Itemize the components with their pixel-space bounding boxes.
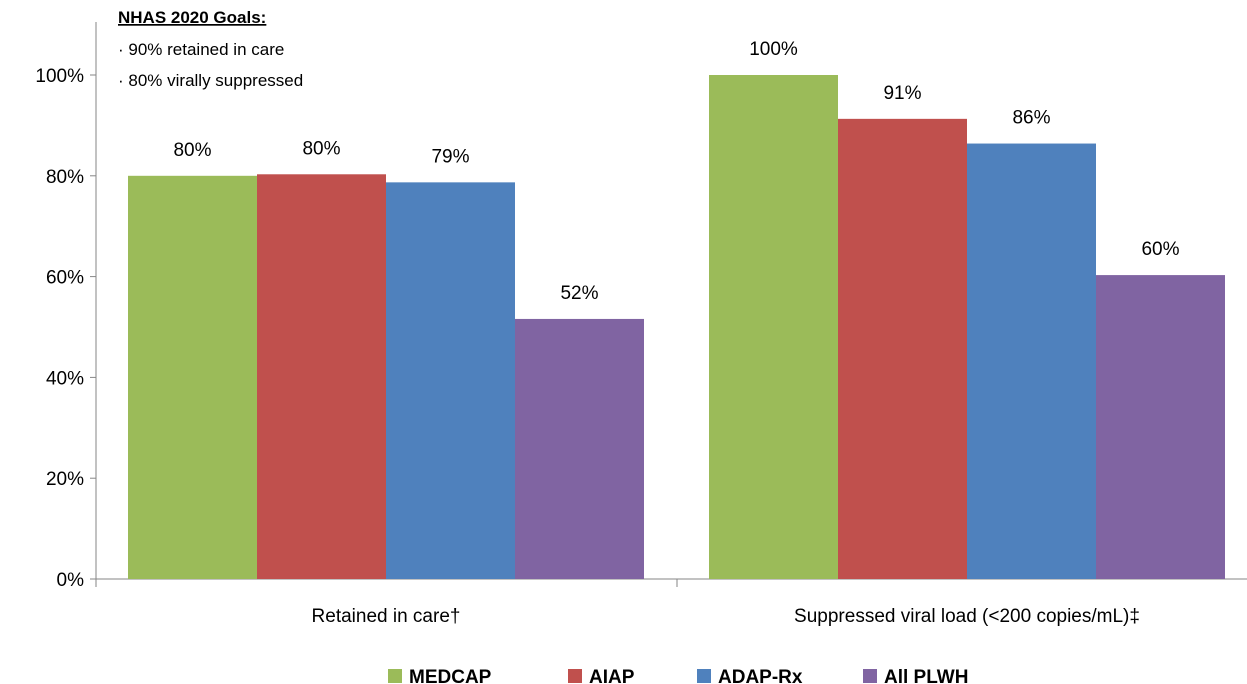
legend-swatch — [863, 669, 877, 683]
data-label: 79% — [431, 146, 469, 167]
x-category-label: Suppressed viral load (<200 copies/mL)‡ — [794, 606, 1140, 627]
legend-swatch — [568, 669, 582, 683]
bar-all-plwh — [515, 318, 644, 579]
data-label: 80% — [302, 138, 340, 159]
y-tick-label: 60% — [46, 268, 84, 289]
y-tick-label: 40% — [46, 368, 84, 389]
data-label: 91% — [883, 83, 921, 104]
legend-label: AIAP — [589, 667, 635, 684]
legend-swatch — [388, 669, 402, 683]
bars — [128, 75, 1225, 580]
data-label: 80% — [173, 140, 211, 161]
data-label: 52% — [560, 283, 598, 304]
bar-all-plwh — [1096, 275, 1225, 579]
data-label: 60% — [1141, 239, 1179, 260]
legend: MEDCAP AIAP ADAP-Rx All PLWH — [388, 667, 968, 684]
y-tick-label: 0% — [57, 570, 85, 591]
legend-label: MEDCAP — [409, 667, 492, 684]
legend-swatch — [697, 669, 711, 683]
bar-adap-rx — [386, 182, 515, 580]
annotation-item: · 90% retained in care — [118, 40, 284, 59]
legend-label: All PLWH — [884, 667, 968, 684]
y-tick-label: 20% — [46, 469, 84, 490]
y-tick-label: 80% — [46, 167, 84, 188]
goals-annotation: NHAS 2020 Goals: · 90% retained in care … — [118, 8, 303, 90]
bar-medcap — [128, 175, 257, 580]
axes: 0% 20% 40% 60% 80% 100% Retained in care† Suppr… — [35, 22, 1247, 627]
data-labels: 80% 80% 79% 52% 100% 91% 86% 60% — [173, 39, 1179, 304]
bar-aiap — [257, 174, 386, 579]
legend-label: ADAP-Rx — [718, 667, 803, 684]
data-label: 100% — [749, 39, 798, 60]
data-label: 86% — [1012, 108, 1050, 129]
bar-aiap — [838, 118, 967, 580]
annotation-item: · 80% virally suppressed — [118, 71, 303, 90]
annotation-title: NHAS 2020 Goals: — [118, 8, 266, 27]
y-tick-label: 100% — [35, 66, 84, 87]
x-category-label: Retained in care† — [312, 606, 461, 627]
bar-medcap — [709, 75, 838, 579]
bar-adap-rx — [967, 143, 1096, 579]
